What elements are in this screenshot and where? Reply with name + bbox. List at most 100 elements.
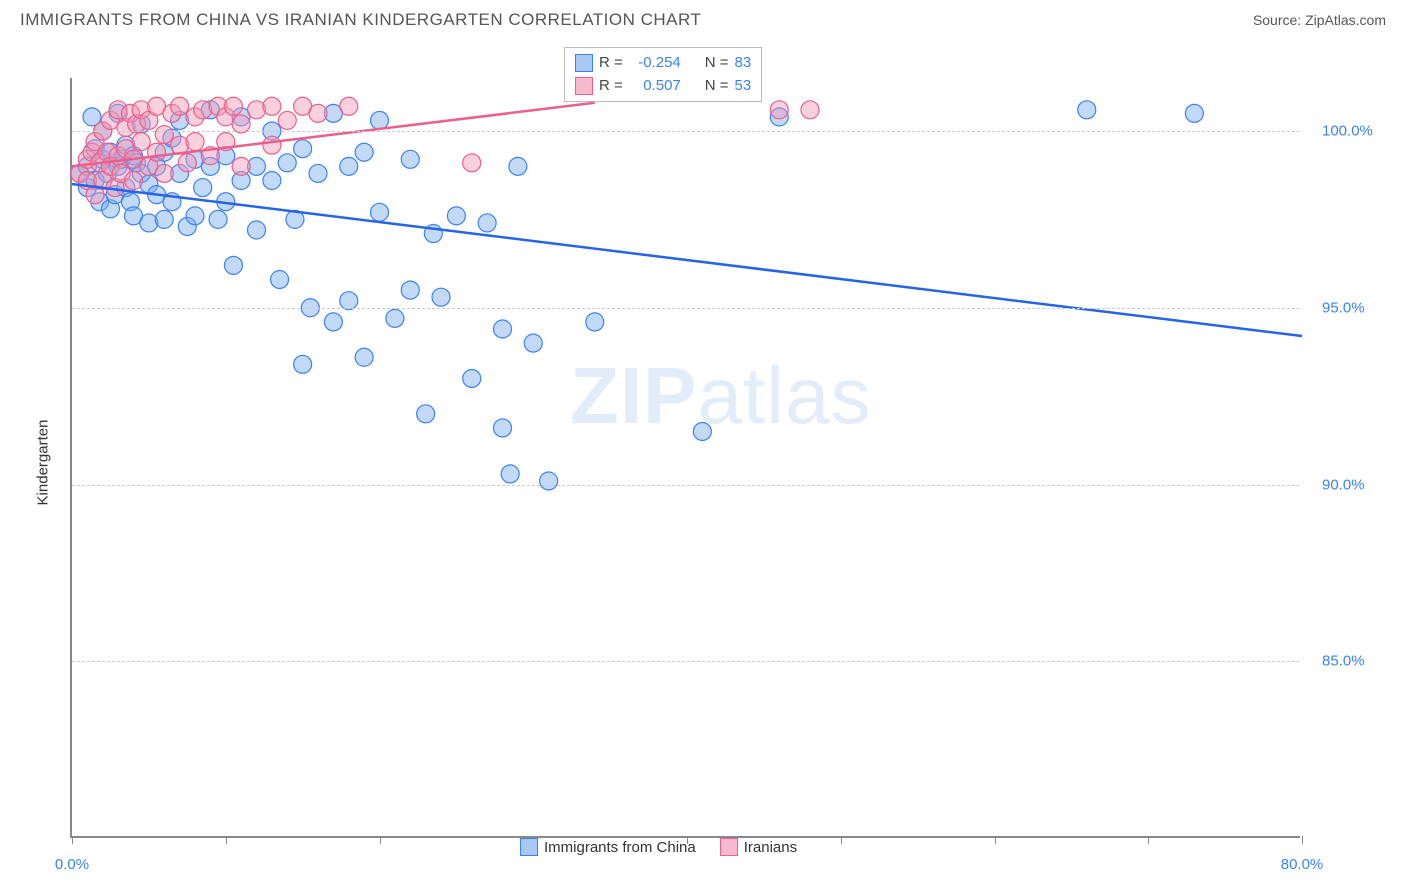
data-point <box>540 472 558 490</box>
data-point <box>263 136 281 154</box>
series-legend-item: Iranians <box>720 838 797 856</box>
data-point <box>509 157 527 175</box>
y-axis-label: Kindergarten <box>34 420 51 506</box>
data-point <box>155 210 173 228</box>
data-point <box>155 126 173 144</box>
y-tick-label: 95.0% <box>1322 299 1365 316</box>
gridline <box>72 485 1300 486</box>
data-point <box>524 334 542 352</box>
data-point <box>324 313 342 331</box>
data-point <box>278 154 296 172</box>
chart-header: IMMIGRANTS FROM CHINA VS IRANIAN KINDERG… <box>0 0 1406 34</box>
legend-r-value: 0.507 <box>629 75 681 98</box>
data-point <box>693 422 711 440</box>
data-point <box>417 405 435 423</box>
legend-swatch <box>575 54 593 72</box>
data-point <box>371 203 389 221</box>
x-tick-label-right: 80.0% <box>1281 856 1324 873</box>
data-point <box>309 104 327 122</box>
scatter-svg <box>72 78 1302 838</box>
x-tick <box>841 836 842 844</box>
source-attribution: Source: ZipAtlas.com <box>1253 12 1386 28</box>
data-point <box>432 288 450 306</box>
source-prefix: Source: <box>1253 12 1305 28</box>
data-point <box>294 355 312 373</box>
data-point <box>178 154 196 172</box>
y-tick-label: 90.0% <box>1322 476 1365 493</box>
data-point <box>386 309 404 327</box>
legend-r-value: -0.254 <box>629 52 681 75</box>
data-point <box>494 320 512 338</box>
data-point <box>501 465 519 483</box>
data-point <box>340 157 358 175</box>
legend-n-value: 53 <box>735 75 752 98</box>
legend-swatch <box>575 77 593 95</box>
gridline <box>72 308 1300 309</box>
legend-swatch <box>720 838 738 856</box>
data-point <box>209 210 227 228</box>
plot-area: 85.0%90.0%95.0%100.0%0.0%80.0% <box>70 78 1300 838</box>
legend-row: R = -0.254 N = 83 <box>575 52 751 75</box>
data-point <box>340 97 358 115</box>
data-point <box>263 97 281 115</box>
data-point <box>371 111 389 129</box>
gridline <box>72 661 1300 662</box>
data-point <box>463 369 481 387</box>
legend-r-label: R = <box>599 75 623 98</box>
x-tick <box>1148 836 1149 844</box>
data-point <box>155 164 173 182</box>
data-point <box>801 101 819 119</box>
data-point <box>463 154 481 172</box>
data-point <box>355 143 373 161</box>
stats-legend-box: R = -0.254 N = 83 R = 0.507 N = 53 <box>564 47 762 102</box>
x-tick-label-left: 0.0% <box>55 856 89 873</box>
data-point <box>263 172 281 190</box>
trend-line <box>72 184 1302 336</box>
data-point <box>278 111 296 129</box>
data-point <box>224 97 242 115</box>
data-point <box>1185 104 1203 122</box>
y-tick-label: 100.0% <box>1322 123 1373 140</box>
data-point <box>478 214 496 232</box>
data-point <box>232 157 250 175</box>
data-point <box>224 256 242 274</box>
data-point <box>125 172 143 190</box>
data-point <box>447 207 465 225</box>
legend-n-label: N = <box>705 75 729 98</box>
y-tick-label: 85.0% <box>1322 653 1365 670</box>
series-legend-label: Iranians <box>744 839 797 856</box>
data-point <box>586 313 604 331</box>
chart-title: IMMIGRANTS FROM CHINA VS IRANIAN KINDERG… <box>20 10 701 30</box>
data-point <box>148 143 166 161</box>
x-tick <box>1302 836 1303 844</box>
series-legend: Immigrants from China Iranians <box>520 838 797 856</box>
x-tick <box>380 836 381 844</box>
data-point <box>494 419 512 437</box>
data-point <box>355 348 373 366</box>
data-point <box>186 207 204 225</box>
legend-swatch <box>520 838 538 856</box>
data-point <box>294 140 312 158</box>
data-point <box>248 221 266 239</box>
gridline <box>72 131 1300 132</box>
source-name: ZipAtlas.com <box>1305 12 1386 28</box>
x-tick <box>995 836 996 844</box>
series-legend-label: Immigrants from China <box>544 839 696 856</box>
data-point <box>132 133 150 151</box>
legend-n-label: N = <box>705 52 729 75</box>
series-legend-item: Immigrants from China <box>520 838 696 856</box>
legend-row: R = 0.507 N = 53 <box>575 75 751 98</box>
data-point <box>401 150 419 168</box>
data-point <box>309 164 327 182</box>
data-point <box>171 97 189 115</box>
data-point <box>401 281 419 299</box>
legend-n-value: 83 <box>735 52 752 75</box>
data-point <box>271 270 289 288</box>
x-tick <box>226 836 227 844</box>
data-point <box>194 179 212 197</box>
data-point <box>1078 101 1096 119</box>
x-tick <box>72 836 73 844</box>
data-point <box>770 101 788 119</box>
data-point <box>186 133 204 151</box>
legend-r-label: R = <box>599 52 623 75</box>
